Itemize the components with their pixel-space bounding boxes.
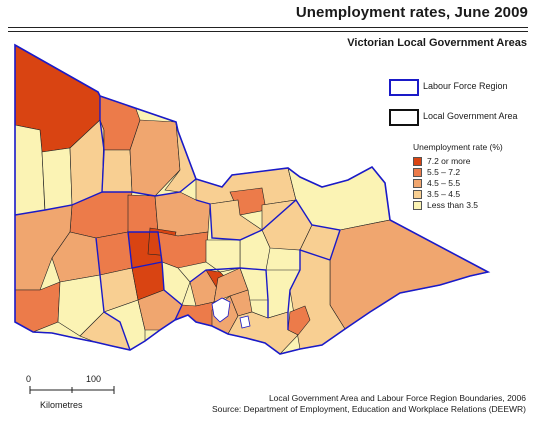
footer-boundaries-note: Local Government Area and Labour Force R… [268, 393, 526, 403]
region-boundary-barwon [161, 261, 183, 321]
western-port-bay [239, 315, 251, 329]
class-swatch [413, 179, 422, 188]
scale-unit-label: Kilometres [40, 400, 83, 410]
region-boundary-ballarat [127, 231, 163, 269]
region-boundary-central [95, 237, 131, 351]
lga-ararat [95, 231, 133, 276]
class-label: Less than 3.5 [427, 200, 479, 210]
region-boundary-melbourne [189, 267, 269, 318]
lga-east-gippsland [329, 219, 488, 330]
lga-west-wimmera [15, 124, 46, 216]
region-legend-swatch [389, 79, 419, 96]
class-swatch [413, 168, 422, 177]
lga-legend-label: Local Government Area [423, 111, 518, 121]
map-subtitle: Victorian Local Government Areas [347, 37, 527, 49]
lga-hindmarsh [41, 147, 73, 211]
class-swatch [413, 190, 422, 199]
region-boundary-gippsland [287, 249, 331, 330]
scale-bar [29, 386, 115, 394]
class-label: 5.5 – 7.2 [427, 167, 461, 177]
footer-source: Source: Department of Employment, Educat… [211, 404, 526, 414]
title-rule-bottom [8, 31, 528, 32]
class-label: 4.5 – 5.5 [427, 178, 461, 188]
map-title: Unemployment rates, June 2009 [295, 4, 528, 21]
port-phillip-bay [211, 297, 231, 323]
class-swatch [413, 201, 422, 210]
class-label: 7.2 or more [427, 156, 471, 166]
region-boundary-hume [195, 198, 341, 261]
lga-greater-bendigo [127, 194, 159, 233]
class-swatch [413, 157, 422, 166]
region-boundary-loddon [102, 178, 197, 197]
scale-end-label: 100 [86, 374, 102, 384]
region-legend-label: Labour Force Region [423, 81, 508, 91]
scale-start-label: 0 [26, 374, 32, 384]
class-legend-title: Unemployment rate (%) [413, 142, 503, 152]
title-rule-top [8, 27, 528, 28]
class-label: 3.5 – 4.5 [427, 189, 461, 199]
lga-gannawarra [101, 149, 133, 193]
state-border [14, 43, 491, 355]
lga-legend-swatch [389, 109, 419, 126]
lga-mitchell [157, 231, 209, 269]
